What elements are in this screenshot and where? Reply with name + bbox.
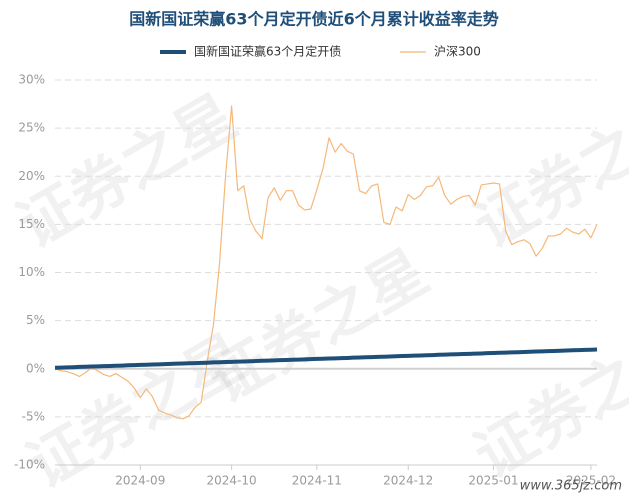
y-tick-label: 20% — [18, 169, 45, 183]
x-tick-label: 2024-11 — [292, 474, 342, 488]
legend-label: 国新国证荣赢63个月定开债 — [194, 44, 341, 59]
series-line — [54, 347, 598, 370]
y-tick-label: 5% — [26, 313, 45, 327]
x-tick-label: 2024-12 — [383, 474, 433, 488]
y-tick-label: 0% — [26, 361, 45, 375]
chart-title: 国新国证荣赢63个月定开债近6个月累计收益率走势 — [129, 10, 498, 29]
y-tick-label: -10% — [14, 458, 45, 472]
x-tick-label: 2024-10 — [207, 474, 257, 488]
x-tick-label: 2025-02 — [566, 474, 616, 488]
y-tick-label: 15% — [18, 217, 45, 231]
x-tick-label: 2024-09 — [115, 474, 165, 488]
y-tick-label: 25% — [18, 121, 45, 135]
series-line — [54, 105, 598, 420]
y-tick-label: 10% — [18, 265, 45, 279]
y-tick-label: 30% — [18, 73, 45, 87]
legend-label: 沪深300 — [434, 45, 481, 59]
site-mark: www.365jz.com — [520, 479, 622, 494]
y-tick-label: -5% — [22, 409, 45, 423]
x-tick-label: 2025-01 — [468, 474, 518, 488]
